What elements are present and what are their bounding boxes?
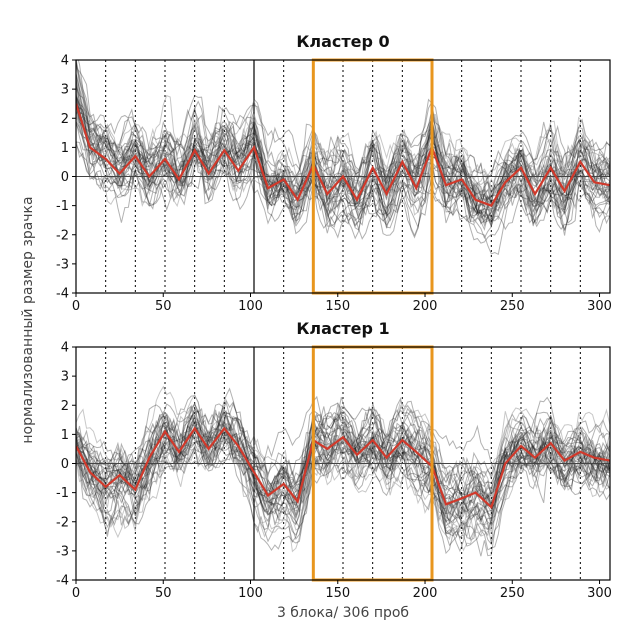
panel-title: Кластер 0: [296, 32, 389, 51]
y-tick-label: -2: [56, 515, 69, 530]
x-tick-label: 250: [500, 586, 525, 601]
individual-trace: [76, 79, 610, 206]
y-tick-label: 1: [61, 428, 69, 443]
individual-trace: [76, 95, 610, 231]
individual-trace: [76, 94, 610, 197]
plot-area: [76, 60, 610, 293]
x-tick-label: 0: [72, 299, 80, 314]
individual-trace: [76, 404, 610, 540]
panel-title: Кластер 1: [296, 319, 389, 338]
x-tick-label: 200: [413, 299, 438, 314]
y-axis-label: нормализованный размер зрачка: [20, 196, 36, 443]
y-tick-label: -3: [56, 544, 69, 559]
mean-trace: [76, 426, 610, 510]
individual-trace: [76, 410, 610, 530]
y-tick-label: 2: [61, 399, 69, 414]
individual-trace: [76, 409, 610, 525]
panel-cluster-1: Кластер 1 -4 -3 -2 -1 0 1 2 3 4 0 50 100 150 200 250 30…: [56, 319, 612, 601]
y-tick-label: -1: [56, 486, 69, 501]
individual-trace: [76, 400, 610, 505]
individual-trace: [76, 73, 610, 212]
y-tick-label: 0: [61, 457, 69, 472]
individual-trace: [76, 393, 610, 506]
y-tick-label: -4: [56, 287, 69, 302]
y-tick-label: -4: [56, 574, 69, 589]
y-tick-label: 2: [61, 112, 69, 127]
individual-trace: [76, 62, 610, 221]
individual-trace: [76, 407, 610, 522]
y-tick-label: -2: [56, 228, 69, 243]
panel-cluster-0: Кластер 0 -4 -3 -2 -1 0 1 2 3 4 0 50 100 150 200 250 30…: [56, 32, 612, 314]
individual-trace: [76, 431, 610, 539]
individual-trace: [76, 86, 610, 231]
y-tick-label: 3: [61, 83, 69, 98]
x-tick-label: 250: [500, 299, 525, 314]
individual-trace: [76, 423, 610, 507]
individual-trace: [76, 411, 610, 505]
individual-trace: [76, 401, 610, 541]
individual-trace: [77, 60, 610, 220]
individual-trace: [76, 82, 610, 213]
individual-trace: [76, 60, 610, 240]
individual-trace: [76, 97, 610, 239]
individual-trace: [76, 95, 610, 256]
individual-trace: [76, 143, 610, 240]
y-tick-label: 4: [61, 54, 69, 69]
x-axis-label: 3 блока/ 306 проб: [277, 605, 409, 621]
x-tick-label: 0: [72, 586, 80, 601]
individual-trace: [76, 121, 610, 236]
individual-trace: [76, 105, 610, 234]
individual-trace: [76, 407, 610, 508]
individual-trace: [76, 395, 610, 496]
y-tick-label: 3: [61, 370, 69, 385]
individual-trace: [76, 116, 610, 226]
individual-trace: [76, 123, 610, 236]
x-tick-label: 200: [413, 586, 438, 601]
plot-area: [76, 347, 610, 580]
y-tick-label: 4: [61, 341, 69, 356]
x-tick-label: 50: [155, 586, 172, 601]
individual-trace: [76, 407, 610, 492]
y-tick-label: -3: [56, 257, 69, 272]
individual-trace: [76, 109, 610, 213]
individual-trace: [76, 402, 610, 544]
x-tick-label: 100: [238, 299, 263, 314]
individual-trace: [76, 421, 610, 528]
individual-trace: [76, 405, 610, 526]
individual-trace: [76, 67, 610, 208]
individual-trace: [76, 405, 610, 508]
y-tick-label: 1: [61, 141, 69, 156]
individual-trace: [76, 60, 610, 216]
x-tick-label: 300: [587, 586, 612, 601]
x-tick-label: 300: [587, 299, 612, 314]
individual-trace: [76, 395, 610, 523]
individual-trace: [76, 419, 610, 557]
individual-trace: [76, 415, 610, 547]
y-tick-label: 0: [61, 170, 69, 185]
individual-trace: [76, 63, 610, 191]
individual-trace: [76, 98, 610, 221]
y-tick-label: -1: [56, 199, 69, 214]
individual-trace: [76, 417, 610, 552]
individual-trace: [76, 73, 610, 231]
individual-trace: [76, 95, 610, 209]
x-tick-label: 150: [325, 586, 350, 601]
x-tick-label: 50: [155, 299, 172, 314]
x-tick-label: 100: [238, 586, 263, 601]
individual-trace: [76, 77, 610, 227]
x-tick-label: 150: [325, 299, 350, 314]
mean-trace: [76, 103, 610, 207]
individual-trace: [76, 415, 610, 532]
